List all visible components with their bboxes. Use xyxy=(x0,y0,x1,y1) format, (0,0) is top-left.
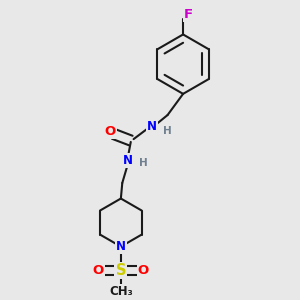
Text: O: O xyxy=(138,264,149,277)
Text: N: N xyxy=(116,240,126,253)
Text: N: N xyxy=(147,120,157,133)
Text: O: O xyxy=(104,125,116,138)
Text: S: S xyxy=(116,263,126,278)
Text: H: H xyxy=(163,126,172,136)
Text: CH₃: CH₃ xyxy=(109,285,133,298)
Text: O: O xyxy=(93,264,104,277)
Text: H: H xyxy=(139,158,148,168)
Text: F: F xyxy=(184,8,193,21)
Text: N: N xyxy=(123,154,133,167)
